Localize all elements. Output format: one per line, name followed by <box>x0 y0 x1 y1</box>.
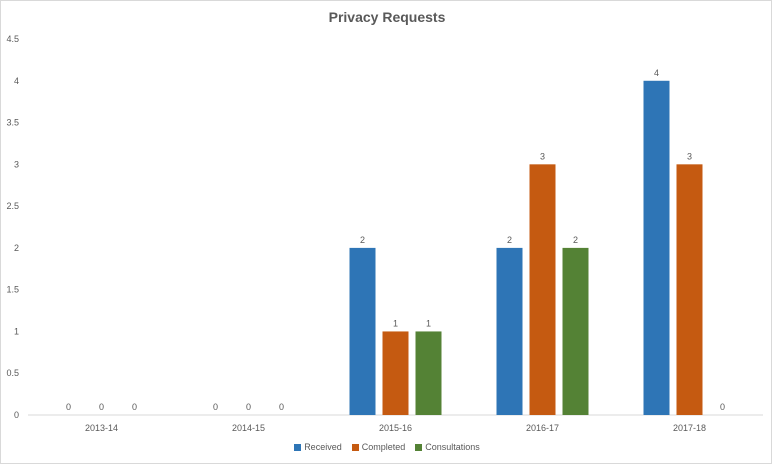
data-label: 0 <box>132 402 137 412</box>
y-tick-label: 0.5 <box>6 368 19 378</box>
legend-swatch <box>351 443 359 451</box>
data-label: 1 <box>393 318 398 328</box>
bar-completed-2016-17 <box>529 164 556 415</box>
bar-consultations-2015-16 <box>415 331 442 415</box>
data-label: 3 <box>687 151 692 161</box>
data-label: 1 <box>426 318 431 328</box>
bar-completed-2015-16 <box>382 331 409 415</box>
y-tick-label: 3.5 <box>6 118 19 128</box>
legend-item-received: Received <box>294 442 342 452</box>
bar-consultations-2016-17 <box>562 247 589 415</box>
data-label: 3 <box>540 151 545 161</box>
chart-title: Privacy Requests <box>328 9 446 25</box>
data-label: 0 <box>246 402 251 412</box>
y-tick-label: 3 <box>14 159 19 169</box>
y-tick-label: 2.5 <box>6 201 19 211</box>
legend-swatch <box>415 443 423 451</box>
legend-label: Completed <box>361 442 406 452</box>
x-category-label: 2017-18 <box>673 423 706 433</box>
data-label: 0 <box>66 402 71 412</box>
x-category-label: 2014-15 <box>232 423 265 433</box>
bar-received-2015-16 <box>349 247 376 415</box>
data-label: 0 <box>279 402 284 412</box>
y-tick-label: 0 <box>14 410 19 420</box>
y-tick-label: 1 <box>14 326 19 336</box>
data-label: 0 <box>720 402 725 412</box>
data-label: 4 <box>654 68 659 78</box>
bar-received-2017-18 <box>643 80 670 416</box>
data-label: 2 <box>507 235 512 245</box>
y-tick-label: 4.5 <box>6 34 19 44</box>
bar-chart: 0 0.5 1 1.5 2 2.5 3 3.5 4 4.5 0 0 0 2013-14 0 0 0 2014-15… <box>6 34 763 433</box>
legend-swatch <box>294 443 302 451</box>
x-category-label: 2016-17 <box>526 423 559 433</box>
y-tick-label: 2 <box>14 243 19 253</box>
data-label: 0 <box>99 402 104 412</box>
bar-received-2016-17 <box>496 247 523 415</box>
data-label: 2 <box>573 235 578 245</box>
y-tick-label: 1.5 <box>6 285 19 295</box>
legend-label: Received <box>304 442 342 452</box>
legend-item-completed: Completed <box>351 442 406 452</box>
legend-label: Consultations <box>425 442 480 452</box>
bar-completed-2017-18 <box>676 164 703 415</box>
data-label: 2 <box>360 235 365 245</box>
data-label: 0 <box>213 402 218 412</box>
x-category-label: 2015-16 <box>379 423 412 433</box>
legend: Received Completed Consultations <box>1 442 772 452</box>
y-tick-label: 4 <box>14 76 19 86</box>
legend-item-consultations: Consultations <box>415 442 480 452</box>
x-category-label: 2013-14 <box>85 423 118 433</box>
